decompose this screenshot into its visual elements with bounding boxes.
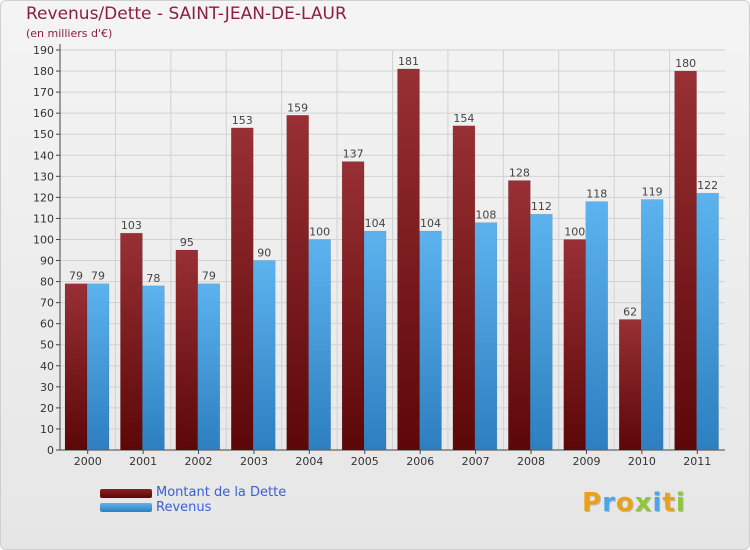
data-label-revenus: 79: [91, 270, 105, 283]
data-label-dette: 128: [509, 167, 530, 180]
legend-label-debt: Montant de la Dette: [156, 485, 287, 500]
bar-dette: [286, 115, 309, 451]
data-label-dette: 103: [121, 219, 142, 232]
bar-revenus: [530, 213, 553, 451]
data-label-revenus: 122: [697, 179, 718, 192]
x-tick-label: 2002: [185, 455, 213, 468]
data-label-revenus: 90: [257, 247, 271, 260]
y-tick-label: 190: [33, 44, 54, 57]
x-tick-label: 2011: [683, 455, 711, 468]
logo-letter: i: [652, 488, 663, 518]
data-label-revenus: 79: [202, 270, 216, 283]
data-label-dette: 137: [343, 148, 364, 161]
x-tick-label: 2000: [74, 455, 102, 468]
data-label-dette: 100: [564, 225, 585, 238]
data-label-dette: 79: [69, 270, 83, 283]
data-label-dette: 62: [623, 305, 637, 318]
legend-label-revenus: Revenus: [156, 500, 212, 515]
y-tick-label: 80: [40, 276, 54, 289]
bar-revenus: [363, 230, 387, 451]
data-label-revenus: 104: [420, 217, 441, 230]
chart-title: Revenus/Dette - SAINT-JEAN-DE-LAUR: [26, 4, 347, 24]
legend-swatch-revenus: [100, 503, 152, 512]
y-tick-label: 110: [33, 212, 54, 225]
y-tick-label: 100: [33, 233, 54, 246]
bar-revenus: [419, 230, 442, 451]
data-label-dette: 95: [180, 236, 194, 249]
y-tick-label: 170: [33, 86, 54, 99]
y-tick-label: 140: [33, 149, 54, 162]
bar-dette: [618, 319, 642, 451]
bar-revenus: [585, 201, 608, 451]
data-label-revenus: 78: [146, 272, 160, 285]
bar-dette: [563, 239, 586, 451]
y-tick-label: 40: [40, 360, 54, 373]
y-tick-label: 180: [33, 65, 54, 78]
x-tick-label: 2001: [129, 455, 157, 468]
chart-subtitle: (en milliers d'€): [26, 27, 113, 40]
logo-letter: P: [582, 488, 603, 518]
data-label-dette: 153: [232, 114, 253, 127]
bar-revenus: [474, 222, 498, 451]
y-tick-label: 0: [47, 444, 54, 457]
y-tick-label: 60: [40, 318, 54, 331]
bar-dette: [341, 161, 365, 451]
bar-revenus: [142, 285, 165, 451]
bar-revenus: [696, 192, 719, 451]
logo-letter: i: [675, 488, 686, 518]
x-tick-label: 2003: [240, 455, 268, 468]
logo-letter: x: [634, 488, 653, 518]
bar-revenus: [640, 199, 664, 451]
bar-dette: [674, 70, 697, 451]
data-label-revenus: 100: [309, 225, 330, 238]
bar-dette: [452, 125, 476, 451]
logo-letter: t: [662, 488, 676, 518]
data-label-dette: 154: [453, 112, 474, 125]
legend-swatch-debt: [100, 489, 152, 498]
data-label-revenus: 118: [586, 188, 607, 201]
x-tick-label: 2008: [517, 455, 545, 468]
x-tick-label: 2006: [406, 455, 434, 468]
bar-revenus: [197, 283, 221, 451]
bar-dette: [64, 283, 88, 451]
bar-dette: [231, 127, 254, 451]
x-tick-label: 2005: [351, 455, 379, 468]
bar-dette: [508, 180, 531, 451]
bar-dette: [397, 68, 420, 451]
x-tick-label: 2010: [628, 455, 656, 468]
data-label-dette: 180: [675, 57, 696, 70]
bar-revenus: [86, 283, 110, 451]
y-tick-label: 130: [33, 170, 54, 183]
y-tick-label: 160: [33, 107, 54, 120]
data-labels: 79 79 103 78 95 79 153 90 159 100 137 104 181 104 154 1…: [69, 55, 718, 319]
y-tick-label: 70: [40, 297, 54, 310]
y-tick-label: 50: [40, 339, 54, 352]
y-tick-label: 150: [33, 128, 54, 141]
x-tick-label: 2007: [462, 455, 490, 468]
data-label-revenus: 119: [642, 185, 663, 198]
bar-dette: [120, 232, 143, 451]
y-tick-label: 10: [40, 423, 54, 436]
bar-revenus: [308, 239, 331, 451]
data-label-revenus: 104: [365, 217, 386, 230]
data-label-revenus: 112: [531, 200, 552, 213]
y-tick-label: 120: [33, 191, 54, 204]
bar-revenus: [253, 260, 276, 451]
y-tick-label: 20: [40, 402, 54, 415]
logo-letter: o: [615, 488, 635, 518]
y-tick-label: 90: [40, 255, 54, 268]
data-label-dette: 159: [287, 101, 308, 114]
y-tick-label: 30: [40, 381, 54, 394]
proxiti-logo: Proxiti: [582, 488, 686, 518]
axes: 0 10 20 30 40 50 60 70 80 90 100 110 120 130 140 150 160…: [33, 44, 725, 468]
data-label-dette: 181: [398, 55, 419, 68]
logo-letter: r: [602, 488, 616, 518]
bars: [64, 68, 719, 451]
data-label-revenus: 108: [475, 209, 496, 222]
bar-dette: [175, 249, 199, 451]
x-tick-label: 2009: [572, 455, 600, 468]
grid-lines: [60, 49, 725, 450]
x-tick-label: 2004: [295, 455, 323, 468]
